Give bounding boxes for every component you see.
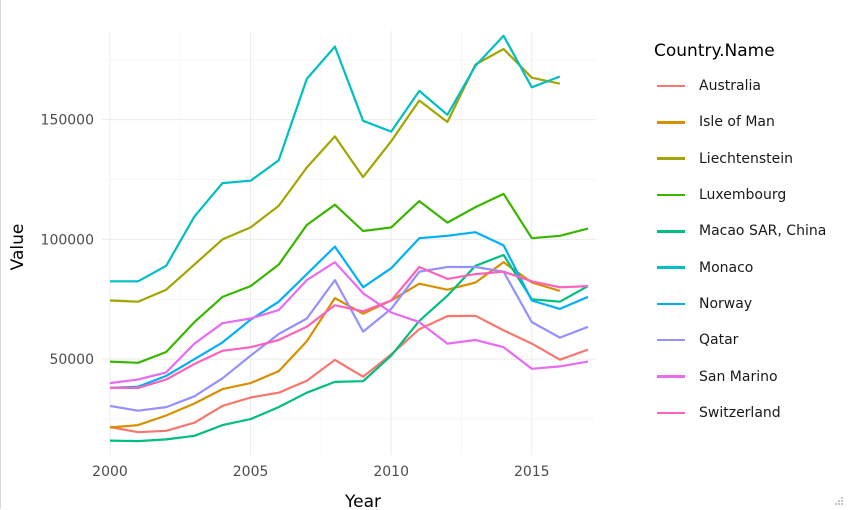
legend-item-australia: Australia [654, 68, 844, 104]
legend-key-line [657, 302, 685, 306]
legend-label: Isle of Man [699, 114, 775, 131]
resize-grip-icon[interactable] [834, 496, 844, 506]
series-line-norway [109, 231, 589, 389]
legend-key-line [657, 121, 685, 124]
legend-label: Norway [699, 295, 753, 312]
series-line-monaco [110, 34, 561, 283]
legend-item-san-marino: San Marino [654, 358, 844, 394]
legend-label: Luxembourg [699, 187, 787, 204]
legend-key-line [657, 230, 685, 233]
legend-key-line [657, 157, 685, 160]
x-tick-label: 2005 [233, 464, 269, 480]
y-tick-label: 100000 [41, 232, 94, 248]
series-line-australia [109, 314, 589, 434]
legend-item-norway: Norway [654, 286, 844, 322]
tick-labels: 2000 2005 2010 2015 50000 100000 150000 [41, 113, 550, 480]
legend-label: Macao SAR, China [699, 223, 827, 240]
legend-item-isle-of-man: Isle of Man [654, 104, 844, 140]
legend-items: Australia Isle of Man Liechtenstein Luxembo… [654, 68, 844, 431]
x-tick-label: 2010 [373, 464, 409, 480]
legend-key-line [657, 411, 685, 415]
series-lines [109, 34, 589, 443]
series-line-switzerland [110, 265, 589, 389]
legend-item-liechtenstein: Liechtenstein [654, 141, 844, 177]
gridlines [102, 31, 596, 455]
legend-label: Monaco [699, 259, 754, 276]
legend-item-monaco: Monaco [654, 249, 844, 285]
legend-key-line [657, 375, 685, 378]
legend-item-switzerland: Switzerland [654, 395, 844, 431]
x-tick-label: 2015 [514, 464, 550, 480]
y-tick-label: 50000 [49, 352, 94, 368]
legend-item-macao-sar-china: Macao SAR, China [654, 213, 844, 249]
legend-label: Switzerland [699, 404, 781, 421]
legend-item-luxembourg: Luxembourg [654, 177, 844, 213]
x-tick-label: 2000 [92, 464, 128, 480]
series-line-san-marino [109, 261, 589, 385]
series-line-isle-of-man [109, 261, 561, 429]
y-axis-title: Value [8, 224, 28, 271]
legend-key-line [657, 193, 685, 197]
y-tick-label: 150000 [41, 113, 94, 129]
legend-label: Liechtenstein [699, 150, 794, 167]
series-line-luxembourg [109, 192, 589, 364]
legend-key-line [657, 338, 685, 342]
legend: Country.Name Australia Isle of Man Liechte… [654, 40, 844, 431]
legend-title: Country.Name [654, 41, 775, 61]
series-line-liechtenstein [109, 47, 561, 303]
series-line-qatar [109, 265, 589, 412]
legend-key-line [657, 266, 685, 269]
legend-label: Australia [699, 78, 761, 95]
series-line-macao-sar-china [109, 253, 589, 443]
legend-label: San Marino [699, 368, 778, 385]
legend-key-line [657, 84, 685, 88]
x-axis-title: Year [344, 492, 381, 510]
legend-label: Qatar [699, 332, 739, 349]
legend-item-qatar: Qatar [654, 322, 844, 358]
